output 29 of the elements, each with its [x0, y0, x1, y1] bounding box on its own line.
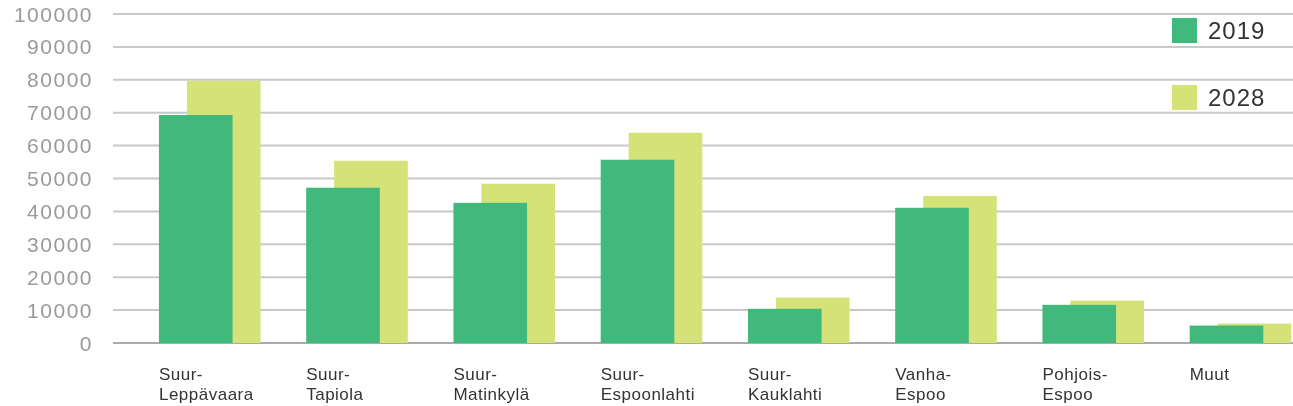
y-tick-label: 90000	[27, 35, 93, 59]
x-tick-label: Suur-Espoonlahti	[600, 365, 696, 404]
y-tick-label: 80000	[27, 68, 93, 92]
bar	[306, 187, 380, 343]
bar	[453, 202, 528, 343]
x-tick-label: Suur-Leppävaara	[158, 365, 254, 404]
y-tick-label: 60000	[27, 134, 93, 158]
x-tick-label: Pohjois-Espoo	[1042, 365, 1108, 404]
y-tick-label: 10000	[27, 298, 93, 322]
y-tick-label: 0	[79, 331, 93, 355]
y-tick-label: 70000	[27, 101, 93, 125]
bar	[895, 207, 969, 343]
y-tick-label: 40000	[27, 199, 93, 223]
x-tick-label: Vanha-Espoo	[895, 365, 952, 404]
y-tick-label: 30000	[27, 232, 93, 256]
y-tick-label: 50000	[27, 167, 93, 191]
bar	[158, 115, 233, 343]
x-tick-label: Suur-Tapiola	[306, 365, 364, 404]
bar	[1042, 304, 1117, 343]
legend-label: 2028	[1208, 84, 1266, 111]
legend-label: 2019	[1208, 17, 1266, 44]
y-tick-label: 20000	[27, 265, 93, 289]
bar	[600, 159, 675, 343]
bar	[1189, 325, 1264, 343]
y-tick-label: 100000	[13, 2, 93, 26]
x-tick-label: Suur-Matinkylä	[453, 365, 530, 404]
bar	[747, 308, 822, 343]
x-tick-label: Suur-Kauklahti	[747, 365, 823, 404]
x-tick-label: Muut	[1189, 365, 1230, 384]
